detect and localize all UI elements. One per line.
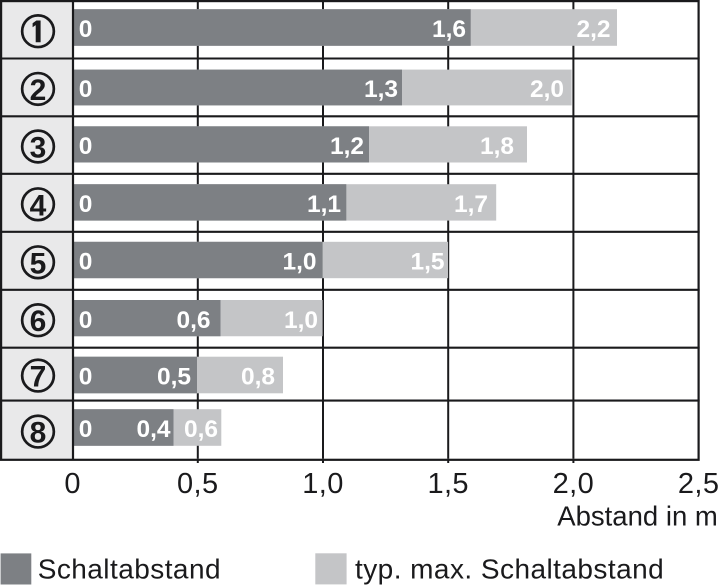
svg-text:2,0: 2,0 — [553, 468, 595, 500]
svg-text:8: 8 — [30, 417, 47, 450]
svg-text:1,2: 1,2 — [330, 133, 364, 160]
svg-text:2,2: 2,2 — [576, 16, 610, 43]
svg-text:0: 0 — [79, 16, 93, 43]
svg-text:0,6: 0,6 — [184, 416, 218, 443]
svg-text:1,1: 1,1 — [307, 191, 341, 218]
svg-text:0,4: 0,4 — [136, 416, 170, 443]
svg-text:2,0: 2,0 — [530, 76, 564, 103]
svg-text:1,7: 1,7 — [454, 191, 488, 218]
svg-text:2,5: 2,5 — [678, 468, 720, 500]
svg-text:typ. max. Schaltabstand: typ. max. Schaltabstand — [355, 554, 664, 585]
svg-text:0,6: 0,6 — [176, 307, 210, 334]
svg-text:1,0: 1,0 — [284, 307, 318, 334]
svg-text:0: 0 — [79, 191, 93, 218]
svg-text:1,5: 1,5 — [410, 249, 444, 276]
svg-text:5: 5 — [30, 247, 47, 280]
svg-text:1,5: 1,5 — [427, 468, 469, 500]
svg-text:0: 0 — [79, 364, 93, 391]
svg-text:1,0: 1,0 — [302, 468, 344, 500]
svg-text:0,5: 0,5 — [157, 364, 191, 391]
svg-text:1,8: 1,8 — [480, 133, 514, 160]
svg-text:0: 0 — [64, 468, 81, 500]
svg-text:0: 0 — [79, 76, 93, 103]
svg-text:1,3: 1,3 — [364, 76, 398, 103]
svg-text:7: 7 — [30, 361, 47, 394]
svg-text:4: 4 — [30, 189, 47, 222]
svg-text:0: 0 — [79, 133, 93, 160]
svg-text:6: 6 — [30, 305, 47, 338]
svg-text:1,6: 1,6 — [432, 16, 466, 43]
svg-text:0,5: 0,5 — [177, 468, 219, 500]
svg-text:2: 2 — [30, 74, 47, 107]
svg-text:Abstand in m: Abstand in m — [557, 501, 718, 532]
svg-text:3: 3 — [30, 132, 47, 165]
svg-text:1,0: 1,0 — [282, 249, 316, 276]
svg-text:0: 0 — [79, 416, 93, 443]
svg-text:0: 0 — [79, 249, 93, 276]
svg-text:0,8: 0,8 — [241, 364, 275, 391]
svg-text:Schaltabstand: Schaltabstand — [38, 554, 221, 585]
svg-text:0: 0 — [79, 307, 93, 334]
